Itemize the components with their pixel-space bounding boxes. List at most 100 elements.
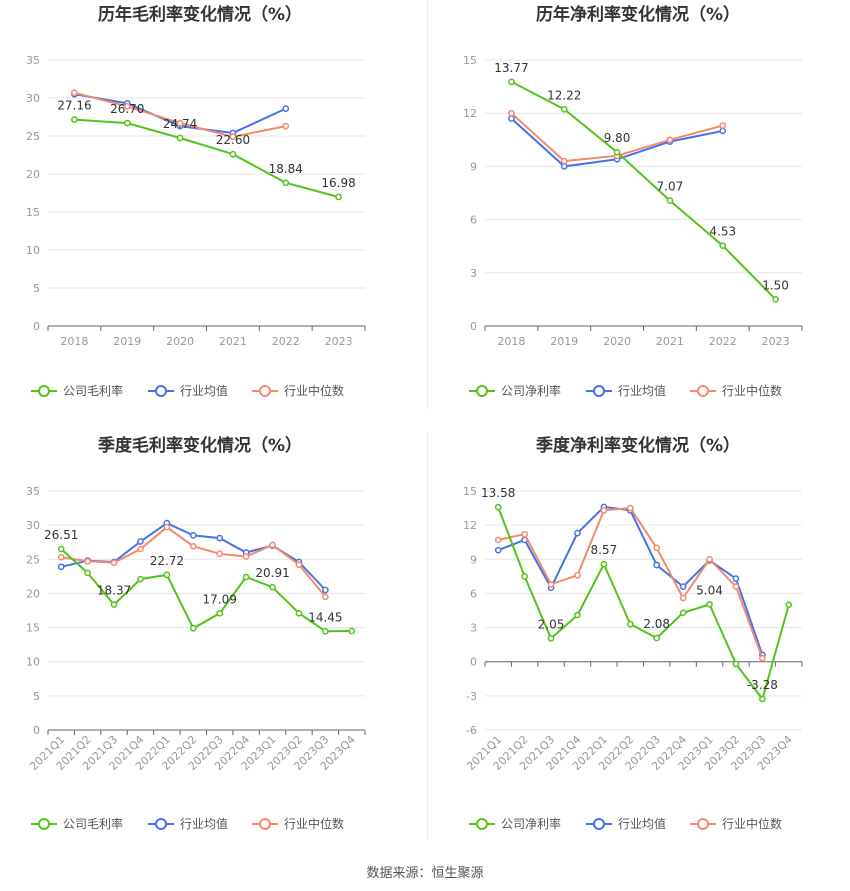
- data-point-industry_median: [295, 561, 303, 569]
- data-label: 13.77: [494, 61, 528, 75]
- y-tick-label: 10: [26, 656, 40, 669]
- data-point-industry_median: [57, 553, 65, 561]
- legend-item-industry_avg: 行业均值: [148, 816, 228, 831]
- chart-panel-1: 历年毛利率变化情况（%） 0 5 10 15 20 25 30 35 2018 2019 2020 20…: [26, 4, 366, 398]
- x-tick-label: 2022: [272, 335, 300, 348]
- legend-item-industry_avg: 行业均值: [586, 383, 666, 398]
- data-point-company: [574, 611, 581, 619]
- chart-panel-4: 季度净利率变化情况（%）-6-3036912152021Q12021Q22021…: [463, 435, 803, 831]
- data-point-industry_median: [137, 545, 144, 553]
- legend-label: 公司净利率: [501, 383, 561, 398]
- y-tick-label: 25: [26, 553, 40, 566]
- data-point-industry_avg: [574, 529, 581, 537]
- chart-panel-2: 历年净利率变化情况（%） 0 3 6 9 12 15 2018 2019 2020 2021 2022…: [463, 4, 803, 398]
- y-tick-label: 6: [470, 587, 477, 600]
- data-point-industry_avg: [494, 546, 502, 554]
- data-point-company: [57, 545, 65, 553]
- series-line-company: [510, 80, 777, 301]
- panel-divider: [427, 432, 428, 840]
- chart-title: 历年毛利率变化情况（%）: [98, 4, 302, 25]
- data-label: 14.45: [308, 610, 342, 624]
- data-point-company: [653, 634, 661, 642]
- data-point-industry_median: [110, 559, 118, 567]
- y-tick-label: 30: [26, 92, 40, 105]
- data-label: 26.70: [110, 102, 144, 116]
- data-source-note: 数据来源：恒生聚源: [366, 866, 484, 881]
- x-tick-label: 2018: [497, 335, 525, 348]
- data-point-industry_median: [679, 594, 687, 602]
- data-point-company: [84, 569, 91, 577]
- x-tick-label: 2020: [603, 335, 631, 348]
- data-point-industry_avg: [282, 105, 290, 112]
- data-point-industry_median: [560, 157, 568, 165]
- data-point-company: [613, 148, 621, 156]
- y-tick-label: 15: [463, 54, 477, 67]
- data-point-company: [282, 179, 290, 187]
- legend-label: 行业均值: [180, 383, 228, 398]
- x-tick-label: 2019: [550, 335, 578, 348]
- y-tick-label: 30: [26, 519, 40, 532]
- data-point-company: [322, 627, 329, 635]
- y-tick-label: 10: [26, 244, 40, 257]
- data-point-industry_avg: [189, 532, 197, 539]
- y-tick-label: 6: [470, 214, 477, 227]
- legend-swatch-marker: [155, 818, 167, 830]
- data-label: 2.05: [538, 617, 565, 631]
- y-tick-label: 0: [470, 320, 477, 333]
- y-tick-label: 15: [463, 485, 477, 498]
- legend-item-industry_avg: 行业均值: [148, 383, 228, 398]
- data-label: 7.07: [657, 180, 684, 194]
- data-point-industry_median: [508, 109, 515, 117]
- data-point-company: [229, 150, 237, 158]
- data-label: 26.51: [44, 528, 78, 542]
- data-label: 20.91: [255, 566, 289, 580]
- data-point-industry_median: [84, 557, 91, 565]
- data-label: 27.16: [57, 99, 91, 113]
- y-tick-label: 5: [33, 282, 40, 295]
- data-label: -3.28: [747, 678, 778, 692]
- series-line-company: [74, 118, 339, 198]
- legend-item-industry_median: 行业中位数: [690, 383, 782, 398]
- data-label: 22.72: [150, 554, 184, 568]
- data-point-company: [494, 503, 502, 511]
- data-point-industry_avg: [679, 583, 687, 590]
- data-point-company: [163, 571, 171, 579]
- data-point-industry_avg: [719, 127, 727, 135]
- data-point-industry_median: [229, 133, 237, 141]
- legend-swatch-marker: [259, 818, 271, 830]
- y-tick-label: 15: [26, 206, 40, 219]
- data-label: 17.09: [203, 592, 237, 606]
- data-label: 24.74: [163, 117, 197, 131]
- chart-panel-3: 季度毛利率变化情况（%）051015202530352021Q12021Q220…: [26, 435, 366, 831]
- data-point-company: [521, 573, 528, 580]
- legend-label: 行业中位数: [722, 816, 782, 831]
- y-tick-label: 3: [470, 267, 477, 280]
- legend-item-industry_median: 行业中位数: [252, 383, 344, 398]
- legend-swatch-marker: [476, 818, 488, 830]
- data-label: 1.50: [762, 278, 789, 292]
- legend-label: 行业中位数: [284, 816, 344, 831]
- data-point-industry_median: [706, 555, 713, 563]
- data-point-company: [71, 116, 78, 123]
- data-point-industry_avg: [322, 586, 329, 594]
- data-point-industry_median: [242, 553, 250, 560]
- x-tick-label: 2021: [219, 335, 247, 348]
- data-point-company: [785, 601, 793, 609]
- y-tick-label: 3: [470, 622, 477, 635]
- data-label: 2.08: [643, 617, 670, 631]
- data-point-industry_avg: [137, 538, 144, 545]
- y-tick-label: -6: [466, 724, 477, 737]
- data-label: 18.84: [269, 162, 303, 176]
- data-point-industry_median: [626, 504, 634, 512]
- data-point-company: [719, 242, 727, 250]
- data-point-company: [706, 601, 713, 608]
- y-tick-label: 25: [26, 130, 40, 143]
- y-tick-label: 35: [26, 54, 40, 67]
- data-label: 5.04: [696, 583, 723, 597]
- y-tick-label: 12: [463, 107, 477, 120]
- legend-swatch-marker: [697, 818, 709, 830]
- data-point-industry_median: [759, 654, 766, 662]
- data-point-company: [269, 583, 276, 591]
- series-line-company: [497, 506, 790, 702]
- data-point-company: [732, 660, 740, 668]
